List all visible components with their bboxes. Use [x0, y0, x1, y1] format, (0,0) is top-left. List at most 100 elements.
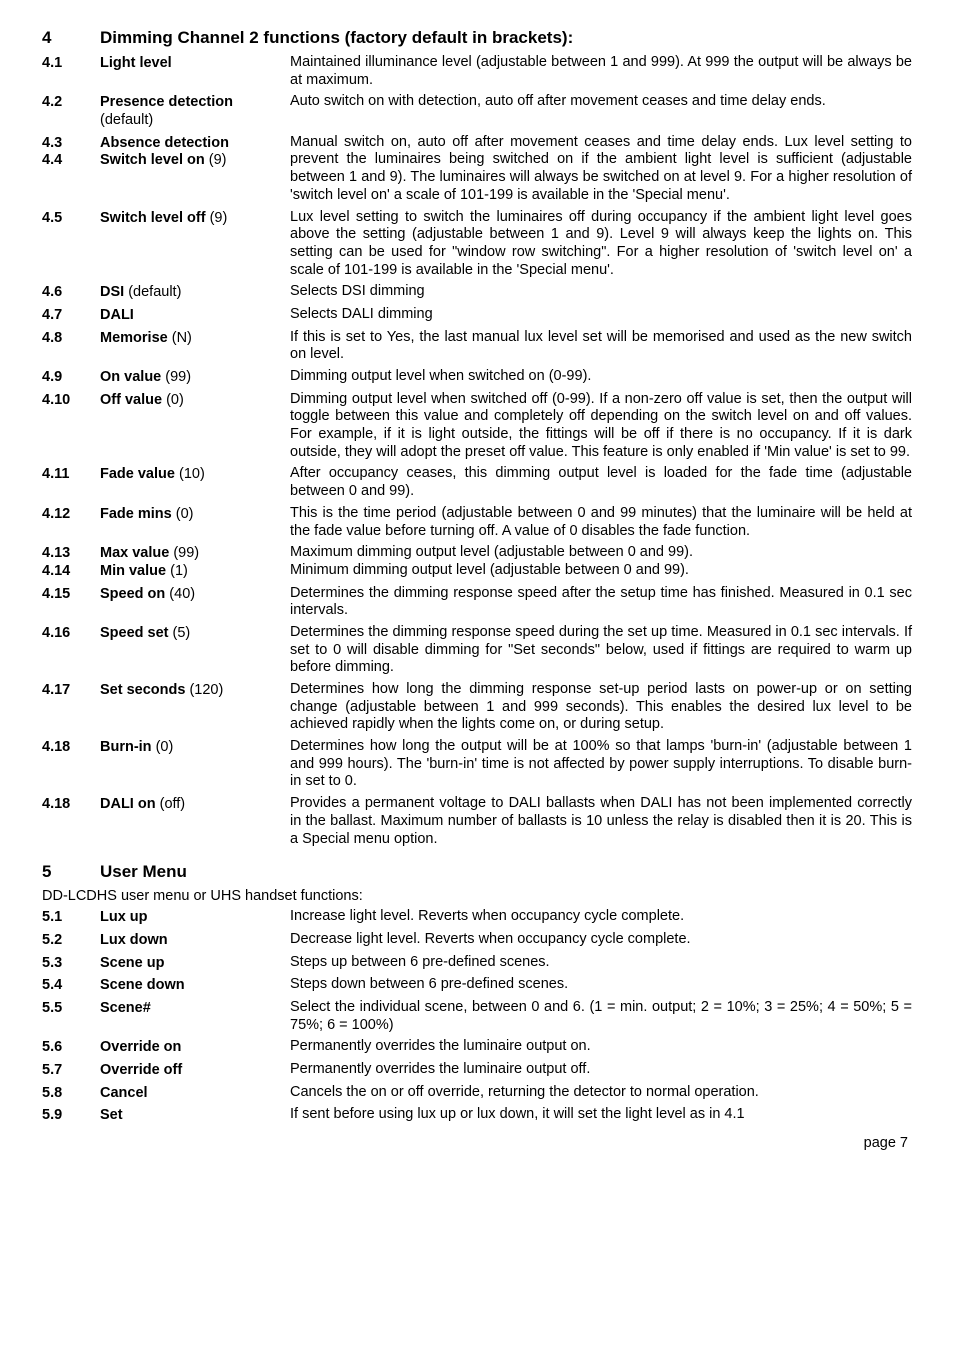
- row-number: 5.7: [42, 1061, 100, 1080]
- row-label: Lux up: [100, 908, 290, 927]
- row-number: 4.10: [42, 391, 100, 410]
- row-number: 4.18: [42, 795, 100, 814]
- table-row: 5.4Scene downSteps down between 6 pre-de…: [42, 976, 912, 995]
- row-description: This is the time period (adjustable betw…: [290, 505, 912, 540]
- table-row: 5.6Override onPermanently overrides the …: [42, 1038, 912, 1057]
- row-description: Selects DSI dimming: [290, 283, 912, 301]
- row-default: (0): [166, 392, 184, 408]
- table-row: 4.18DALI on (off)Provides a permanent vo…: [42, 795, 912, 848]
- row-description: Manual switch on, auto off after movemen…: [290, 134, 912, 205]
- row-number: 4.17: [42, 681, 100, 700]
- row-description: Selects DALI dimming: [290, 306, 912, 324]
- row-description: Steps up between 6 pre-defined scenes.: [290, 954, 912, 972]
- row-label: Burn-in (0): [100, 738, 290, 757]
- table-row: 4.134.14Max value (99)Min value (1)Maxim…: [42, 544, 912, 580]
- row-description: Determines how long the dimming response…: [290, 681, 912, 734]
- row-label: DSI (default): [100, 283, 290, 302]
- table-row: 4.6DSI (default)Selects DSI dimming: [42, 283, 912, 302]
- page: 4 Dimming Channel 2 functions (factory d…: [0, 0, 954, 1171]
- section5-header: 5 User Menu: [42, 862, 912, 882]
- row-number: 5.5: [42, 999, 100, 1018]
- table-row: 4.1Light levelMaintained illuminance lev…: [42, 54, 912, 89]
- table-row: 4.12Fade mins (0)This is the time period…: [42, 505, 912, 540]
- row-description: Auto switch on with detection, auto off …: [290, 93, 912, 111]
- row-label: Switch level off (9): [100, 209, 290, 228]
- row-number: 4.1: [42, 54, 100, 73]
- table-row: 4.18Burn-in (0)Determines how long the o…: [42, 738, 912, 791]
- row-description: Dimming output level when switched on (0…: [290, 368, 912, 386]
- table-row: 5.7Override offPermanently overrides the…: [42, 1061, 912, 1080]
- table-row: 5.2Lux downDecrease light level. Reverts…: [42, 931, 912, 950]
- row-label: DALI on (off): [100, 795, 290, 814]
- row-default: (9): [209, 152, 227, 168]
- row-default: (off): [160, 796, 186, 812]
- table-row: 4.10Off value (0)Dimming output level wh…: [42, 391, 912, 462]
- table-row: 4.11Fade value (10)After occupancy cease…: [42, 465, 912, 500]
- row-description: Maximum dimming output level (adjustable…: [290, 544, 912, 579]
- row-number: 4.2: [42, 93, 100, 112]
- row-label: Scene up: [100, 954, 290, 973]
- row-number: 4.5: [42, 209, 100, 228]
- section4-title: Dimming Channel 2 functions (factory def…: [100, 28, 573, 48]
- row-label: Fade mins (0): [100, 505, 290, 524]
- row-number: 4.134.14: [42, 544, 100, 580]
- row-description: Permanently overrides the luminaire outp…: [290, 1038, 912, 1056]
- row-number: 5.8: [42, 1084, 100, 1103]
- row-description: Cancels the on or off override, returnin…: [290, 1084, 912, 1102]
- row-number: 4.7: [42, 306, 100, 325]
- row-number: 4.34.4: [42, 134, 100, 170]
- row-label: Max value (99)Min value (1): [100, 544, 290, 580]
- table-row: 4.17Set seconds (120)Determines how long…: [42, 681, 912, 734]
- row-label: Presence detection (default): [100, 93, 290, 129]
- row-label: Off value (0): [100, 391, 290, 410]
- row-description: Determines the dimming response speed af…: [290, 585, 912, 620]
- row-description: Increase light level. Reverts when occup…: [290, 908, 912, 926]
- row-label: Speed set (5): [100, 624, 290, 643]
- row-number: 5.6: [42, 1038, 100, 1057]
- row-label: DALI: [100, 306, 290, 325]
- row-default: (9): [210, 210, 228, 226]
- row-number: 5.2: [42, 931, 100, 950]
- table-row: 5.3Scene upSteps up between 6 pre-define…: [42, 954, 912, 973]
- row-label: Lux down: [100, 931, 290, 950]
- table-row: 4.5Switch level off (9)Lux level setting…: [42, 209, 912, 280]
- row-description: Permanently overrides the luminaire outp…: [290, 1061, 912, 1079]
- row-label: Fade value (10): [100, 465, 290, 484]
- table-row: 4.7DALISelects DALI dimming: [42, 306, 912, 325]
- row-default: (99): [165, 369, 191, 385]
- row-label: Absence detectionSwitch level on (9): [100, 134, 290, 170]
- row-number: 5.4: [42, 976, 100, 995]
- page-footer: page 7: [42, 1135, 912, 1151]
- row-number: 5.3: [42, 954, 100, 973]
- row-label: Light level: [100, 54, 290, 73]
- table-row: 5.1Lux upIncrease light level. Reverts w…: [42, 908, 912, 927]
- row-description: After occupancy ceases, this dimming out…: [290, 465, 912, 500]
- row-number: 5.1: [42, 908, 100, 927]
- row-number: 4.9: [42, 368, 100, 387]
- row-default: (default): [100, 112, 153, 128]
- row-label: Speed on (40): [100, 585, 290, 604]
- table-row: 5.5Scene#Select the individual scene, be…: [42, 999, 912, 1034]
- row-description: Lux level setting to switch the luminair…: [290, 209, 912, 280]
- row-number: 4.15: [42, 585, 100, 604]
- table-row: 4.16Speed set (5)Determines the dimming …: [42, 624, 912, 677]
- section5-subhead: DD-LCDHS user menu or UHS handset functi…: [42, 888, 912, 904]
- row-description: If this is set to Yes, the last manual l…: [290, 329, 912, 364]
- row-description: Decrease light level. Reverts when occup…: [290, 931, 912, 949]
- table-row: 5.9SetIf sent before using lux up or lux…: [42, 1106, 912, 1125]
- row-default: (N): [172, 330, 192, 346]
- row-default: (0): [156, 739, 174, 755]
- row-default: (10): [179, 466, 205, 482]
- section5-rows: 5.1Lux upIncrease light level. Reverts w…: [42, 908, 912, 1125]
- row-number: 4.11: [42, 465, 100, 484]
- row-number: 5.9: [42, 1106, 100, 1125]
- table-row: 4.2Presence detection (default)Auto swit…: [42, 93, 912, 129]
- row-default: (default): [128, 284, 181, 300]
- row-label: Scene down: [100, 976, 290, 995]
- table-row: 4.34.4Absence detectionSwitch level on (…: [42, 134, 912, 205]
- row-label: On value (99): [100, 368, 290, 387]
- row-label: Override on: [100, 1038, 290, 1057]
- row-description: Steps down between 6 pre-defined scenes.: [290, 976, 912, 994]
- row-default: (40): [169, 586, 195, 602]
- table-row: 4.9On value (99)Dimming output level whe…: [42, 368, 912, 387]
